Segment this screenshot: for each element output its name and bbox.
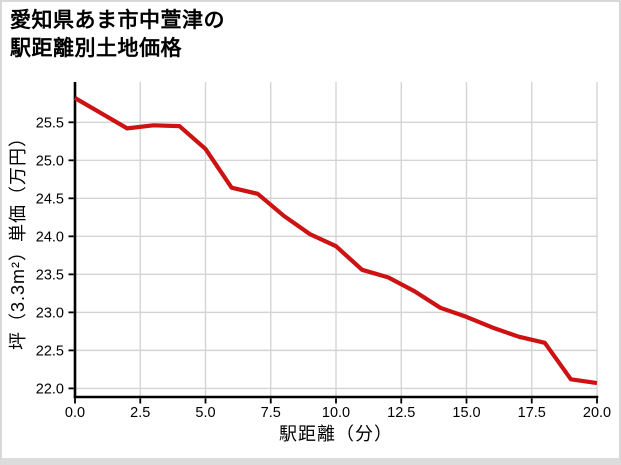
y-tick-label: 25.5 xyxy=(36,115,64,131)
y-tick-label: 25.0 xyxy=(36,153,64,169)
x-tick-label: 0.0 xyxy=(65,405,85,421)
y-tick-label: 24.5 xyxy=(36,191,64,207)
x-tick-label: 17.5 xyxy=(518,405,546,421)
y-tick-label: 24.0 xyxy=(36,229,64,245)
y-axis-label: 坪（3.3m²）単価（万円） xyxy=(8,128,28,350)
y-tick-label: 22.0 xyxy=(36,381,64,397)
chart-title-line1: 愛知県あま市中萱津の xyxy=(10,9,225,32)
x-tick-label: 15.0 xyxy=(452,405,480,421)
gridlines xyxy=(74,82,598,397)
x-tick-label: 12.5 xyxy=(387,405,415,421)
axis-ticks xyxy=(68,121,598,404)
y-tick-label: 23.5 xyxy=(36,267,64,283)
x-tick-label: 2.5 xyxy=(130,405,150,421)
price-line xyxy=(73,96,598,386)
x-tick-label: 20.0 xyxy=(583,405,611,421)
x-tick-label: 5.0 xyxy=(195,405,215,421)
tick-labels: 0.0 2.5 5.0 7.5 10.0 12.5 15.0 17.5 20.0 22.0 22.5… xyxy=(36,115,611,421)
x-tick-label: 7.5 xyxy=(261,405,281,421)
x-tick-label: 10.0 xyxy=(322,405,350,421)
chart-title-line2: 駅距離別土地価格 xyxy=(10,37,182,60)
chart-title: 愛知県あま市中萱津の 駅距離別土地価格 xyxy=(10,7,225,63)
y-tick-label: 23.0 xyxy=(36,305,64,321)
x-axis-label: 駅距離（分） xyxy=(279,424,393,444)
y-tick-label: 22.5 xyxy=(36,343,64,359)
